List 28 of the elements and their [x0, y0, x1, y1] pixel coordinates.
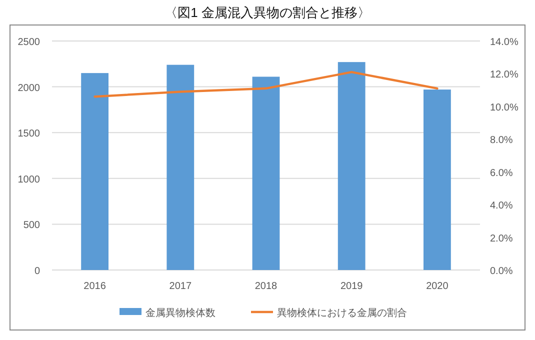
y2-tick-label: 12.0%: [490, 70, 518, 81]
y2-tick-label: 0.0%: [490, 266, 513, 277]
y-tick-label: 1500: [18, 128, 40, 140]
y2-tick-label: 2.0%: [490, 233, 513, 244]
y2-tick-label: 10.0%: [490, 102, 518, 114]
x-tick-label: 2019: [340, 281, 364, 292]
y-tick-label: 1000: [18, 174, 40, 186]
y2-tick-label: 14.0%: [490, 37, 518, 48]
x-tick-label: 2020: [426, 281, 449, 292]
bar: [424, 90, 451, 270]
bar: [338, 62, 366, 270]
legend-label: 金属異物検体数: [146, 307, 216, 319]
bar: [166, 64, 194, 270]
bar: [81, 73, 108, 270]
legend-label: 異物検体における金属の割合: [277, 307, 407, 319]
y-tick-label: 0: [34, 266, 40, 277]
chart-title: 〈図1 金属混入異物の割合と推移〉: [164, 5, 370, 20]
x-tick-label: 2018: [254, 281, 278, 292]
x-tick-label: 2017: [169, 281, 192, 292]
bar: [252, 76, 280, 270]
x-tick-label: 2016: [84, 281, 106, 292]
y2-tick-label: 6.0%: [490, 168, 513, 179]
y2-tick-label: 8.0%: [490, 135, 513, 146]
y-tick-label: 2500: [18, 37, 40, 48]
line-series: [94, 70, 438, 98]
y2-tick-label: 4.0%: [490, 200, 513, 212]
y-tick-label: 500: [23, 220, 40, 232]
y-tick-label: 2000: [18, 82, 40, 94]
